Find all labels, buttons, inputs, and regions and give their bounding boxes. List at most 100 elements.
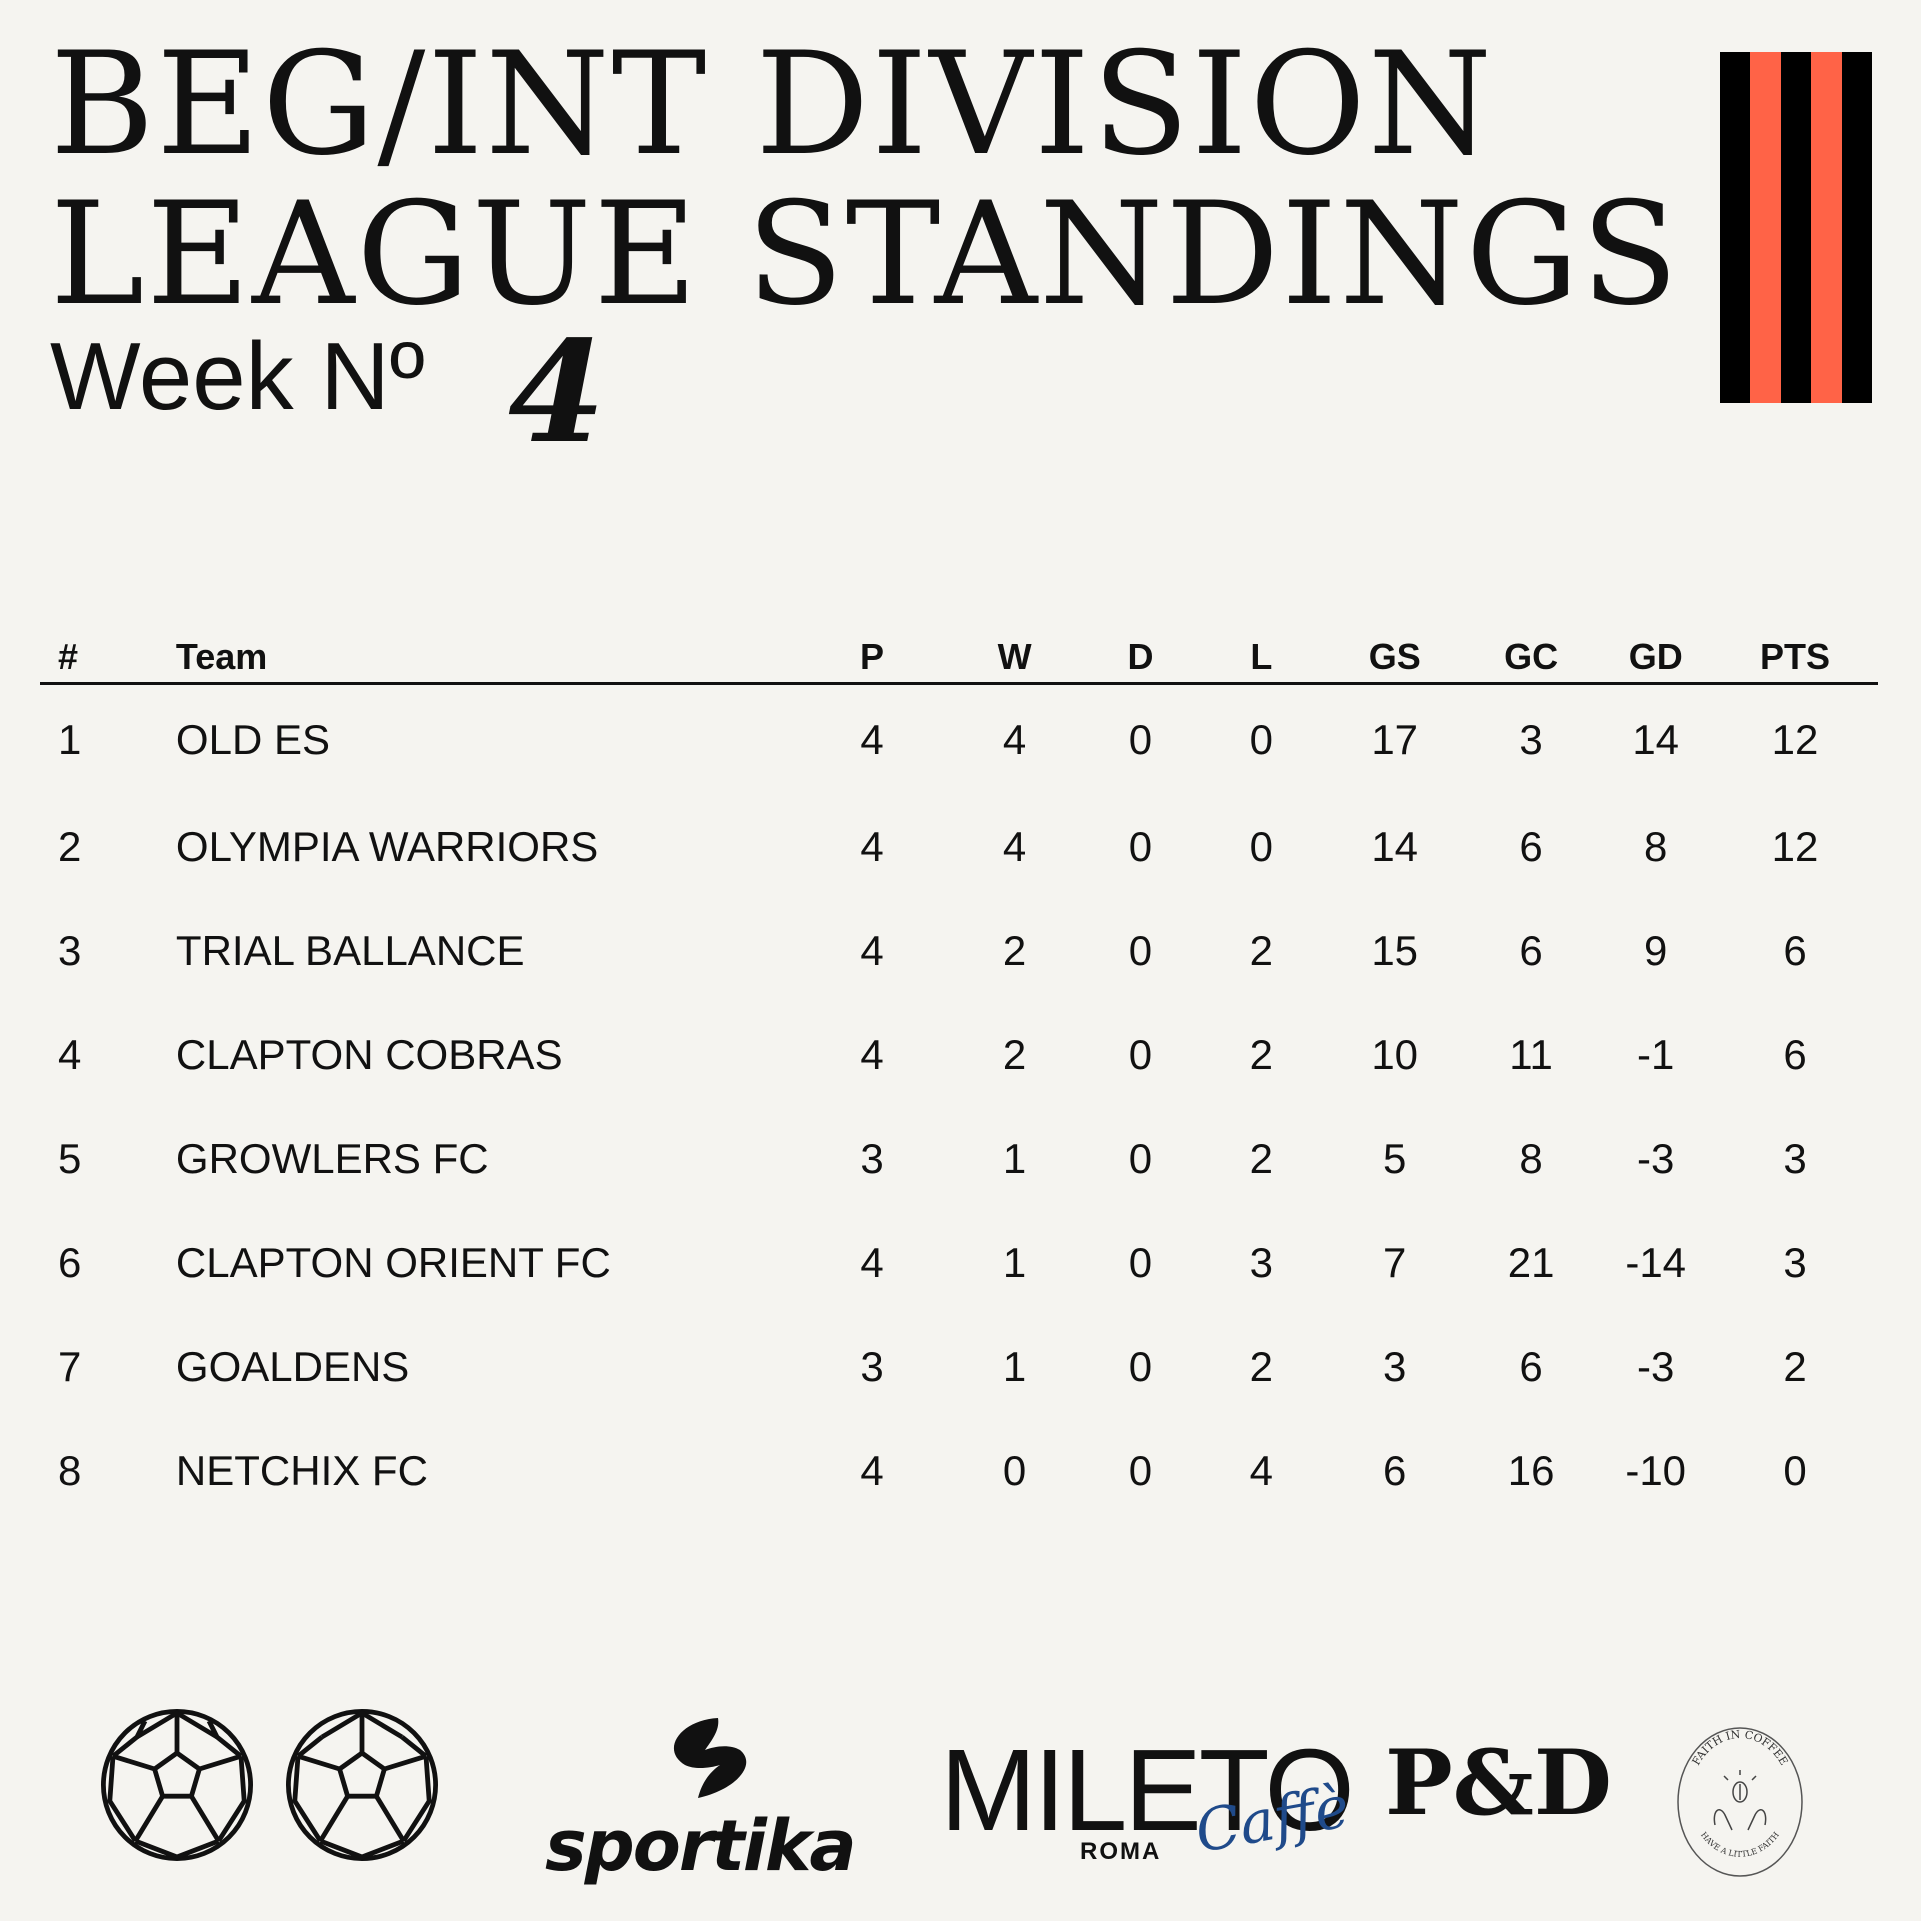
standings-body: 1 OLD ES 4 4 0 0 17 3 14 12 2 OLYMPIA WARRIORS 4 4 0 0 1…: [40, 684, 1878, 1524]
goal-difference-cell: 8: [1644, 823, 1668, 870]
hands-coffee-icon: [1713, 1770, 1767, 1831]
points-cell: 6: [1783, 927, 1807, 974]
goal-difference-cell: -14: [1625, 1239, 1687, 1286]
table-row: 1 OLD ES 4 4 0 0 17 3 14 12: [40, 684, 1878, 796]
column-header-played: P: [799, 620, 945, 685]
goal-difference-cell: -10: [1625, 1447, 1687, 1494]
faith-top-text: FAITH IN COFFEE: [1690, 1728, 1791, 1768]
goals-conceded-cell: 21: [1507, 1239, 1555, 1286]
played-cell: 4: [860, 1031, 884, 1078]
column-header-points: PTS: [1712, 620, 1878, 685]
points-cell: 3: [1783, 1135, 1807, 1182]
rank-cell: 1: [58, 716, 82, 763]
points-cell: 6: [1783, 1031, 1807, 1078]
rank-cell: 3: [58, 927, 82, 974]
week-label: Week Nº: [50, 323, 425, 430]
won-cell: 1: [1002, 1239, 1027, 1286]
points-cell: 12: [1771, 716, 1819, 763]
goals-conceded-cell: 3: [1519, 716, 1543, 763]
rank-cell: 7: [58, 1343, 82, 1390]
soccer-ball-icon: [282, 1705, 442, 1865]
team-name-cell: OLYMPIA WARRIORS: [175, 823, 599, 870]
played-cell: 4: [860, 1239, 884, 1286]
goal-difference-cell: -3: [1637, 1343, 1675, 1390]
played-cell: 4: [860, 927, 884, 974]
soccer-ball-icon: [97, 1705, 257, 1865]
goals-scored-cell: 7: [1383, 1239, 1407, 1286]
played-cell: 3: [860, 1343, 884, 1390]
rank-cell: 4: [58, 1031, 82, 1078]
goals-scored-cell: 3: [1383, 1343, 1407, 1390]
drawn-cell: 0: [1128, 1343, 1153, 1390]
column-header-goals-scored: GS: [1326, 620, 1463, 685]
goals-scored-cell: 15: [1371, 927, 1419, 974]
won-cell: 2: [1002, 1031, 1027, 1078]
faith-in-coffee-logo: FAITH IN COFFEE HAVE A LITTLE FAITH: [1677, 1727, 1803, 1877]
team-name-cell: GROWLERS FC: [175, 1135, 489, 1182]
week-number: 4: [508, 311, 606, 475]
lost-cell: 2: [1249, 1343, 1273, 1390]
table-row: 6 CLAPTON ORIENT FC 4 1 0 3 7 21 -14 3: [40, 1211, 1878, 1315]
team-name-cell: CLAPTON ORIENT FC: [175, 1239, 611, 1286]
won-cell: 2: [1002, 927, 1027, 974]
title-line-1: BEG/INT DIVISION: [50, 22, 1495, 187]
points-cell: 3: [1783, 1239, 1807, 1286]
mileto-logo-text: MILETO: [940, 1725, 1355, 1855]
played-cell: 4: [860, 716, 884, 763]
team-name-cell: NETCHIX FC: [175, 1447, 428, 1494]
goals-conceded-cell: 16: [1507, 1447, 1555, 1494]
won-cell: 1: [1002, 1343, 1027, 1390]
goals-conceded-cell: 8: [1519, 1135, 1543, 1182]
page-title: BEG/INT DIVISION LEAGUE STANDINGS: [50, 30, 1680, 330]
column-header-drawn: D: [1084, 620, 1197, 685]
goals-scored-cell: 5: [1383, 1135, 1407, 1182]
column-header-goal-difference: GD: [1599, 620, 1713, 685]
table-header-row: # Team P W D L GS GC GD PTS: [40, 620, 1878, 685]
mileto-roma-text: ROMA: [1080, 1838, 1162, 1865]
column-header-won: W: [944, 620, 1085, 685]
table-row: 5 GROWLERS FC 3 1 0 2 5 8 -3 3: [40, 1107, 1878, 1211]
goal-difference-cell: 14: [1632, 716, 1680, 763]
goal-difference-cell: -3: [1637, 1135, 1675, 1182]
won-cell: 1: [1002, 1135, 1027, 1182]
pd-logo-text: P&D: [1385, 1730, 1612, 1836]
drawn-cell: 0: [1128, 1447, 1153, 1494]
lost-cell: 2: [1249, 1031, 1273, 1078]
goals-scored-cell: 17: [1371, 716, 1419, 763]
goals-conceded-cell: 6: [1519, 927, 1543, 974]
lost-cell: 0: [1249, 823, 1273, 870]
table-row: 2 OLYMPIA WARRIORS 4 4 0 0 14 6 8 12: [40, 795, 1878, 899]
drawn-cell: 0: [1128, 1135, 1153, 1182]
sportika-logo-icon: [673, 1718, 747, 1798]
goal-difference-cell: -1: [1637, 1031, 1675, 1078]
drawn-cell: 0: [1128, 823, 1153, 870]
points-cell: 2: [1783, 1343, 1807, 1390]
rank-cell: 8: [58, 1447, 82, 1494]
goals-conceded-cell: 6: [1519, 823, 1543, 870]
team-name-cell: TRIAL BALLANCE: [175, 927, 525, 974]
table-row: 3 TRIAL BALLANCE 4 2 0 2 15 6 9 6: [40, 899, 1878, 1003]
won-cell: 0: [1002, 1447, 1027, 1494]
lost-cell: 2: [1249, 927, 1273, 974]
won-cell: 4: [1002, 823, 1027, 870]
lost-cell: 0: [1249, 716, 1273, 763]
drawn-cell: 0: [1128, 1239, 1153, 1286]
rank-cell: 2: [58, 823, 82, 870]
sportika-logo-text: sportika: [545, 1805, 857, 1887]
faith-bottom-text: HAVE A LITTLE FAITH: [1699, 1830, 1781, 1859]
goals-scored-cell: 14: [1371, 823, 1419, 870]
column-header-goals-conceded: GC: [1462, 620, 1600, 685]
drawn-cell: 0: [1128, 716, 1153, 763]
points-cell: 0: [1783, 1447, 1807, 1494]
goals-conceded-cell: 11: [1509, 1031, 1553, 1078]
won-cell: 4: [1002, 716, 1027, 763]
team-name-cell: GOALDENS: [175, 1343, 410, 1390]
goals-scored-cell: 10: [1371, 1031, 1419, 1078]
drawn-cell: 0: [1128, 1031, 1153, 1078]
played-cell: 4: [860, 1447, 884, 1494]
drawn-cell: 0: [1128, 927, 1153, 974]
table-row: 4 CLAPTON COBRAS 4 2 0 2 10 11 -1 6: [40, 1003, 1878, 1107]
team-name-cell: OLD ES: [175, 716, 330, 763]
table-row: 8 NETCHIX FC 4 0 0 4 6 16 -10 0: [40, 1419, 1878, 1523]
goal-difference-cell: 9: [1644, 927, 1668, 974]
